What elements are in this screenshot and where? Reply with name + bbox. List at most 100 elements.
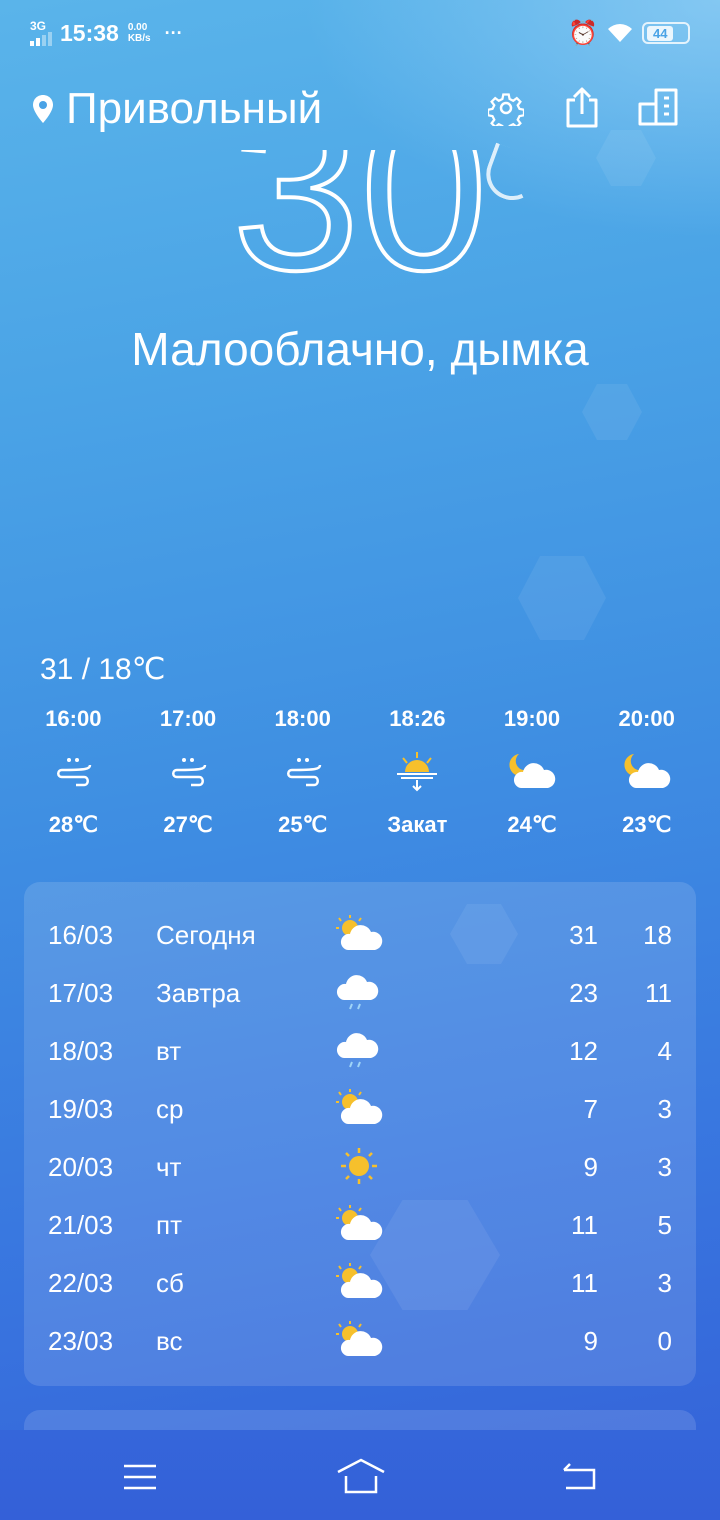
day-low: 4 (657, 1035, 672, 1066)
rain-icon (334, 972, 384, 1019)
day-high: 9 (583, 1151, 598, 1182)
day-high: 31 (569, 919, 598, 950)
day-row[interactable]: 17/03 Завтра 23 11 (24, 964, 696, 1022)
battery-level: 44 (647, 25, 674, 41)
day-low: 18 (643, 919, 672, 950)
day-high: 11 (571, 1209, 598, 1240)
hour-item: 17:00 27℃ (131, 706, 246, 838)
day-name: вс (156, 1325, 183, 1356)
day-low: 11 (645, 977, 672, 1008)
current-temp: 30 (0, 150, 720, 290)
day-row[interactable]: 19/03 ср 7 3 (24, 1080, 696, 1138)
current-temp-value: 30 (230, 150, 490, 290)
today-range: 31 / 18℃ (40, 653, 166, 686)
current-condition: Малооблачно, дымка (131, 323, 589, 375)
hour-value: 27℃ (163, 812, 213, 837)
moon-cloud-icon (475, 742, 590, 802)
hour-time: 18:00 (274, 706, 331, 731)
day-row[interactable]: 21/03 пт 11 5 (24, 1196, 696, 1254)
day-name: вт (156, 1035, 182, 1066)
day-name: сб (156, 1267, 184, 1298)
settings-icon[interactable] (488, 90, 524, 126)
day-high: 12 (569, 1035, 598, 1066)
day-date: 17/03 (48, 977, 114, 1008)
hour-item: 18:00 25℃ (245, 706, 360, 838)
wind-icon (245, 742, 360, 802)
hour-time: 20:00 (618, 706, 675, 731)
day-row[interactable]: 23/03 вс 9 0 (24, 1312, 696, 1370)
daily-forecast[interactable]: 16/03 Сегодня 31 18 17/03 Завтра 23 11 18/03 вт 12… (24, 882, 696, 1386)
wind-icon (131, 742, 246, 802)
hour-item: 19:00 24℃ (475, 706, 590, 838)
day-row[interactable]: 16/03 Сегодня 31 18 (24, 906, 696, 964)
day-name: чт (156, 1151, 182, 1182)
hour-time: 16:00 (45, 706, 102, 731)
hour-time: 17:00 (159, 706, 217, 731)
sunset-icon (360, 742, 475, 802)
day-row[interactable]: 20/03 чт 9 3 (24, 1138, 696, 1196)
city-name: Привольный (66, 84, 323, 133)
moon-cloud-icon (589, 742, 704, 802)
day-high: 11 (571, 1267, 598, 1298)
navigation-bar (0, 1430, 720, 1520)
battery-icon: 44 (642, 22, 690, 44)
hour-value: Закат (387, 812, 448, 837)
home-icon[interactable] (336, 1458, 386, 1494)
day-date: 20/03 (48, 1151, 114, 1182)
more-notifications: ··· (164, 22, 183, 43)
wind-icon (16, 742, 131, 802)
day-high: 23 (569, 977, 598, 1008)
day-date: 19/03 (48, 1093, 114, 1124)
hour-item: 16:00 28℃ (16, 706, 131, 838)
decor-hex (450, 904, 518, 964)
alarm-icon: ⏰ (568, 19, 598, 47)
day-low: 3 (657, 1267, 672, 1298)
hourly-forecast[interactable]: 16:00 28℃ 17:00 27℃ 18:00 25℃ 18:26 Закат 19:00 2… (16, 706, 704, 838)
partly-cloudy-icon (334, 1204, 384, 1251)
day-row[interactable]: 18/03 вт 12 4 (24, 1022, 696, 1080)
day-date: 16/03 (48, 919, 114, 950)
day-date: 18/03 (48, 1035, 114, 1066)
day-date: 22/03 (48, 1267, 114, 1298)
hour-value: 28℃ (48, 812, 98, 837)
day-name: пт (156, 1209, 182, 1240)
net-speed: 0.00 KB/s (128, 22, 151, 44)
day-name: ср (156, 1093, 184, 1124)
decor-hex (582, 384, 642, 440)
speed-value: 0.00 (127, 22, 148, 33)
partly-cloudy-icon (334, 1262, 384, 1309)
cities-icon[interactable] (638, 88, 678, 126)
partly-cloudy-icon (334, 1088, 384, 1135)
share-icon[interactable] (564, 86, 600, 128)
day-row[interactable]: 22/03 сб 11 3 (24, 1254, 696, 1312)
day-low: 5 (657, 1209, 672, 1240)
signal-icon: 3G (30, 20, 52, 46)
day-low: 3 (657, 1093, 672, 1124)
hour-time: 18:26 (389, 706, 446, 731)
hour-value: 23℃ (622, 812, 672, 837)
clock: 15:38 (60, 19, 119, 46)
partly-cloudy-icon (334, 1320, 384, 1367)
hour-item: 20:00 23℃ (589, 706, 704, 838)
rain-icon (334, 1030, 384, 1077)
wifi-icon (608, 24, 632, 42)
day-name: Сегодня (156, 919, 256, 950)
day-high: 7 (583, 1093, 598, 1124)
back-icon[interactable] (560, 1462, 598, 1492)
day-low: 0 (657, 1325, 672, 1356)
partly-cloudy-icon (334, 914, 384, 961)
speed-unit: KB/s (127, 33, 151, 44)
day-date: 23/03 (48, 1325, 114, 1356)
status-bar: 3G 15:38 0.00 KB/s ··· ⏰ 44 (30, 18, 690, 48)
decor-hex (518, 556, 606, 640)
menu-icon[interactable] (122, 1462, 158, 1492)
hour-value: 24℃ (507, 812, 557, 837)
day-name: Завтра (156, 977, 241, 1008)
hour-item: 18:26 Закат (360, 706, 475, 838)
location[interactable]: Привольный (32, 84, 322, 134)
location-pin-icon (33, 95, 53, 123)
decor-hex (370, 1200, 500, 1310)
hour-time: 19:00 (503, 706, 561, 731)
sun-icon (334, 1146, 384, 1193)
hour-value: 25℃ (278, 812, 328, 837)
